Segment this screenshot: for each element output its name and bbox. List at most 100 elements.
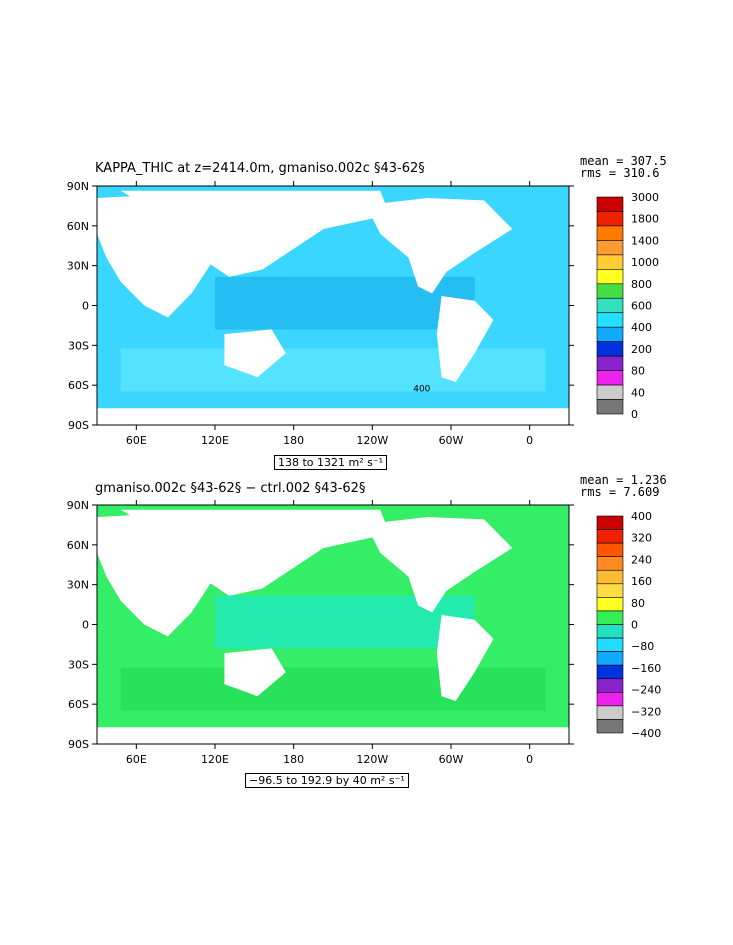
panel-0-colorbar-label: 600 (631, 300, 652, 313)
panel-1-colorbar-label: 240 (631, 553, 652, 566)
panel-1-colorbar-swatch (596, 719, 624, 734)
panel-0-lon-label: 60E (126, 434, 147, 447)
panel-0-colorbar-label: 80 (631, 365, 645, 378)
panel-0-colorbar-swatch (596, 370, 624, 386)
panel-0-colorbar-label: 0 (631, 408, 638, 421)
panel-1-colorbar-label: 160 (631, 575, 652, 588)
panel-1-colorbar-swatch (596, 678, 624, 693)
panel-0-colorbar-swatch (596, 297, 624, 314)
panel-1-colorbar-label: 320 (631, 532, 652, 545)
panel-1-colorbar-swatch (596, 529, 624, 544)
panel-1-colorbar-swatch (596, 556, 624, 571)
panel-0-colorbar-swatch (596, 269, 624, 285)
panel-1-lon-label: 180 (283, 753, 304, 766)
top-rms-label: rms = 310.6 (580, 166, 660, 180)
panel-0-lon-label: 0 (526, 434, 533, 447)
panel-0-colorbar-label: 1800 (631, 213, 659, 226)
panel-1-lat-label: 30S (68, 658, 89, 671)
panel-1-lat-label: 0 (82, 619, 89, 632)
bottom-rms-label: rms = 7.609 (580, 485, 660, 499)
panel-1-lon-label: 120W (356, 753, 388, 766)
panel-1-colorbar-swatch (596, 542, 624, 557)
panel-0-colorbar-label: 40 (631, 386, 645, 399)
panel-0-lon-label: 180 (283, 434, 304, 447)
panel-1-landmass-5 (97, 727, 569, 744)
panel-1-colorbar-label: 80 (631, 597, 645, 610)
panel-0-lat-label: 0 (82, 300, 89, 313)
bottom-range-label: −96.5 to 192.9 by 40 m² s⁻¹ (245, 773, 409, 788)
panel-1-colorbar-label: 0 (631, 619, 638, 632)
panel-0-colorbar-label: 1400 (631, 234, 659, 247)
panel-1-colorbar-swatch (596, 664, 624, 680)
panel-1-lon-label: 0 (526, 753, 533, 766)
panel-1-landmass-0 (97, 512, 225, 637)
top-map-title: KAPPA_THIC at z=2414.0m, gmaniso.002c §4… (95, 161, 425, 176)
panel-0-lat-label: 90N (67, 180, 89, 193)
panel-1-colorbar-swatch (596, 583, 624, 598)
panel-0-lon-label: 120W (356, 434, 388, 447)
panel-0-landmass-3 (366, 197, 513, 294)
panel-1-colorbar-swatch (596, 705, 624, 720)
panel-0-lat-label: 30N (67, 260, 89, 273)
panel-0-colorbar-swatch (596, 240, 624, 256)
panel-0-colorbar-swatch (596, 399, 624, 415)
panel-1-lon-label: 120E (201, 753, 229, 766)
panel-1-colorbar-label: 400 (631, 510, 652, 523)
top-mean-label: mean = 307.5 (580, 154, 667, 168)
panel-1-colorbar-label: −160 (631, 662, 661, 675)
panel-1-colorbar-swatch (596, 597, 624, 612)
panel-0-colorbar-swatch (596, 355, 624, 371)
panel-0-landmass-0 (97, 193, 225, 318)
panel-1-colorbar-swatch (596, 651, 624, 666)
bottom-map-title: gmaniso.002c §43-62§ − ctrl.002 §43-62§ (95, 481, 366, 496)
panel-0-colorbar-label: 400 (631, 321, 652, 334)
panel-0-colorbar-label: 200 (631, 343, 652, 356)
panel-1-colorbar-label: −400 (631, 727, 661, 740)
panel-1-lon-label: 60E (126, 753, 147, 766)
panel-0-colorbar-swatch (596, 326, 624, 342)
panel-1-lat-label: 90S (68, 738, 89, 751)
panel-0-lat-label: 90S (68, 419, 89, 432)
panel-1-colorbar-swatch (596, 610, 624, 625)
bottom-mean-label: mean = 1.236 (580, 473, 667, 487)
panel-0-colorbar-swatch (596, 211, 624, 227)
panel-0-landmass-4 (436, 295, 494, 382)
panel-1-landmass-1 (120, 509, 390, 596)
panel-0-lat-label: 60S (68, 379, 89, 392)
panel-1-colorbar-swatch (596, 637, 624, 652)
panel-1-lat-label: 30N (67, 579, 89, 592)
panel-1-colorbar-swatch (596, 515, 624, 530)
panel-1-field-band-southern (120, 667, 546, 711)
panel-0-colorbar-swatch (596, 225, 624, 241)
panel-0-colorbar-swatch (596, 283, 624, 299)
panel-0-colorbar-swatch (596, 196, 624, 212)
panel-0-lon-label: 120E (201, 434, 229, 447)
panel-0-colorbar-label: 800 (631, 278, 652, 291)
panel-1-lat-label: 60N (67, 539, 89, 552)
panel-1-colorbar-label: −240 (631, 684, 661, 697)
panel-0-field-band-southern (120, 348, 546, 392)
panel-1-landmass-3 (366, 516, 513, 613)
panel-1-colorbar-swatch (596, 692, 624, 707)
panel-0-landmass-1 (120, 190, 390, 277)
panel-1-lon-label: 60W (439, 753, 464, 766)
panel-0-colorbar-swatch (596, 312, 624, 328)
panel-0-colorbar-label: 3000 (631, 191, 659, 204)
panel-0-lon-label: 60W (439, 434, 464, 447)
panel-0-contour-label: 400 (413, 385, 430, 395)
panel-0-lat-label: 60N (67, 220, 89, 233)
panel-0-lat-label: 30S (68, 339, 89, 352)
panel-0-colorbar-swatch (596, 341, 624, 357)
panel-1-lat-label: 60S (68, 698, 89, 711)
panel-1-lat-label: 90N (67, 499, 89, 512)
panel-1-colorbar-label: −320 (631, 705, 661, 718)
panel-1-colorbar-swatch (596, 624, 624, 639)
panel-1-colorbar-label: −80 (631, 640, 654, 653)
panel-0-landmass-5 (97, 408, 569, 425)
panel-1-landmass-4 (436, 614, 494, 701)
panel-1-colorbar-swatch (596, 569, 624, 585)
panel-1-landmass-2 (224, 648, 286, 697)
top-range-label: 138 to 1321 m² s⁻¹ (274, 455, 388, 470)
